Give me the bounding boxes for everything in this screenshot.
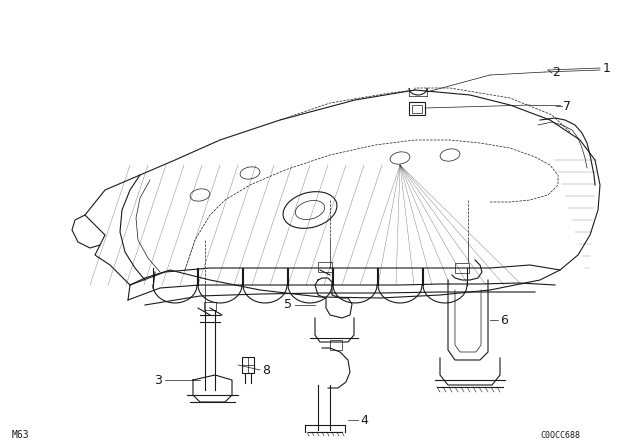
Text: 6: 6 xyxy=(500,314,508,327)
Text: M63: M63 xyxy=(12,430,29,440)
Text: 5: 5 xyxy=(284,298,292,311)
Bar xyxy=(204,302,216,310)
Bar xyxy=(409,102,425,115)
Text: 1: 1 xyxy=(603,61,611,74)
Text: 3: 3 xyxy=(154,374,162,387)
Bar xyxy=(318,262,332,272)
Bar xyxy=(330,340,342,350)
Text: 7: 7 xyxy=(563,99,571,112)
Bar xyxy=(455,263,469,273)
Text: 4: 4 xyxy=(360,414,368,426)
Text: 8: 8 xyxy=(262,363,270,376)
Text: C0OCC688: C0OCC688 xyxy=(540,431,580,440)
Bar xyxy=(412,105,422,113)
Text: 2: 2 xyxy=(552,66,560,79)
Bar xyxy=(242,357,254,373)
